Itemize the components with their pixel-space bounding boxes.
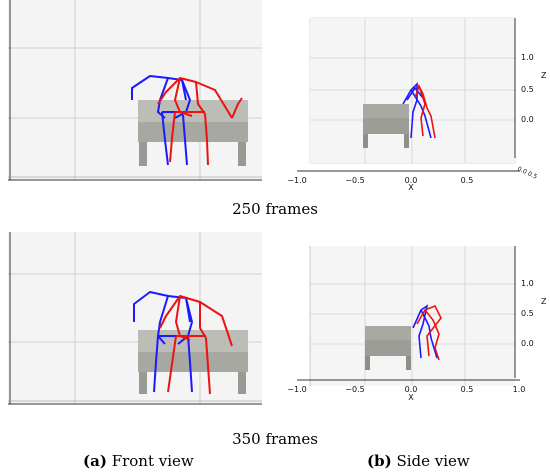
x-tick: −1.0 bbox=[287, 385, 306, 394]
subcaption-b-text: Side view bbox=[391, 452, 470, 470]
x-tick: −1.0 bbox=[287, 176, 306, 185]
side-view-350: −1.0 −0.5 0.0 0.5 1.0 X 1.0 0.5 0.0 Z bbox=[287, 246, 547, 402]
x-tick: 0.0 bbox=[405, 176, 418, 185]
front-view-350 bbox=[8, 232, 262, 405]
z-tick: 1.0 bbox=[521, 279, 534, 288]
z-tick: 0.5 bbox=[521, 309, 534, 318]
x-tick: 0.5 bbox=[461, 385, 474, 394]
x-tick: 0.0 bbox=[405, 385, 418, 394]
z-tick: 0.0 bbox=[521, 115, 534, 124]
subcaption-a-text: Front view bbox=[106, 452, 194, 470]
front-view-250 bbox=[8, 0, 262, 181]
z-axis-label: Z bbox=[541, 297, 547, 306]
row-caption-250: 250 frames bbox=[232, 200, 318, 218]
x-tick: −0.5 bbox=[345, 385, 364, 394]
x-tick: 1.0 bbox=[513, 385, 526, 394]
subcaption-a: (a) Front view bbox=[83, 452, 194, 470]
z-tick: 1.0 bbox=[521, 53, 534, 62]
x-axis-label: X bbox=[408, 183, 414, 190]
x-tick: −0.5 bbox=[345, 176, 364, 185]
subcaption-b: (b) Side view bbox=[367, 452, 470, 470]
side-view-250: −1.0 −0.5 0.0 0.5 X 1.0 0.5 0.0 Z 0.0 0.… bbox=[287, 17, 547, 190]
z-tick: 0.0 bbox=[521, 339, 534, 348]
y-corner-ticks: 0.0 0.5 bbox=[516, 165, 538, 180]
x-tick: 0.5 bbox=[461, 176, 474, 185]
x-axis-label: X bbox=[408, 393, 414, 402]
red-skeleton bbox=[157, 77, 243, 166]
subcaption-a-label: (a) bbox=[83, 452, 107, 470]
z-axis-label: Z bbox=[541, 71, 547, 80]
row-caption-350: 350 frames bbox=[232, 430, 318, 448]
z-tick: 0.5 bbox=[521, 85, 534, 94]
blue-skeleton bbox=[131, 75, 191, 166]
red-skeleton bbox=[159, 295, 233, 395]
subcaption-b-label: (b) bbox=[367, 452, 392, 470]
